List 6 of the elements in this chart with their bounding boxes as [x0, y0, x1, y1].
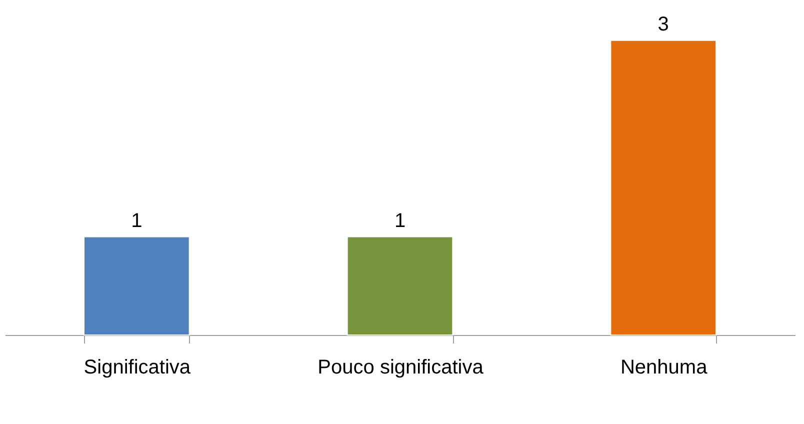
data-label: 1 [131, 210, 142, 232]
data-label: 1 [394, 210, 406, 232]
data-label: 3 [658, 13, 669, 36]
x-tick-label: Nenhuma [620, 356, 708, 378]
x-tick-label: Significativa [84, 356, 192, 378]
x-tick-label: Pouco significativa [318, 356, 484, 378]
